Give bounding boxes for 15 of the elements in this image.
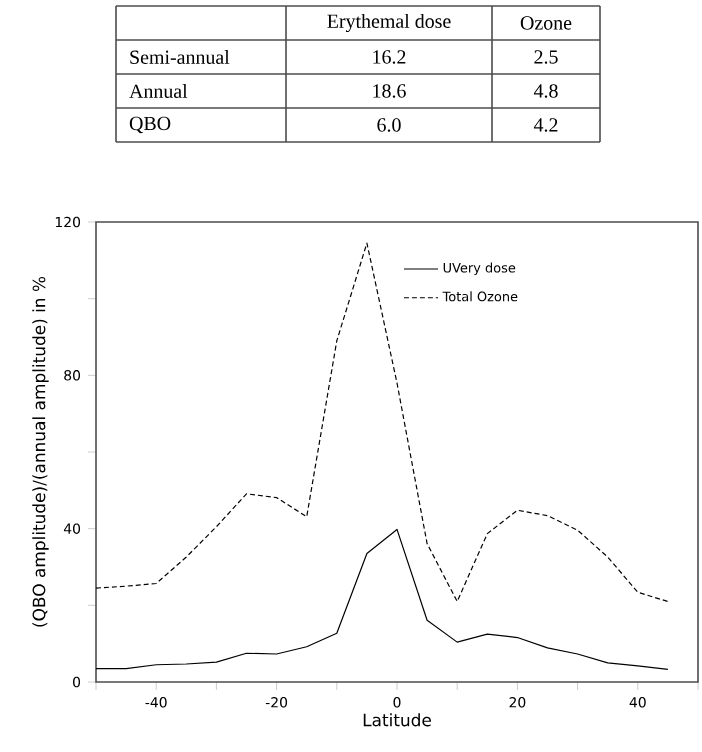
text: 18.6 — [373, 84, 406, 98]
text: 4.8 — [533, 84, 558, 98]
category-label: Semi-annual — [130, 49, 230, 64]
y-axis-title: (QBO amplitude)/(annual amplitude) in % — [32, 276, 49, 627]
text: 4.2 — [533, 118, 558, 132]
text: 2.5 — [534, 50, 558, 64]
line-series — [96, 528, 669, 670]
text: 6.0 — [377, 118, 401, 132]
x-axis-title: Latitude — [363, 713, 431, 727]
text: 16.2 — [373, 50, 406, 64]
category-label: QBO — [129, 116, 171, 134]
line-series — [96, 242, 669, 603]
category-label: Annual — [129, 83, 188, 98]
category-label: Erythemal dose — [327, 13, 451, 33]
category-label: Ozone — [520, 16, 572, 30]
